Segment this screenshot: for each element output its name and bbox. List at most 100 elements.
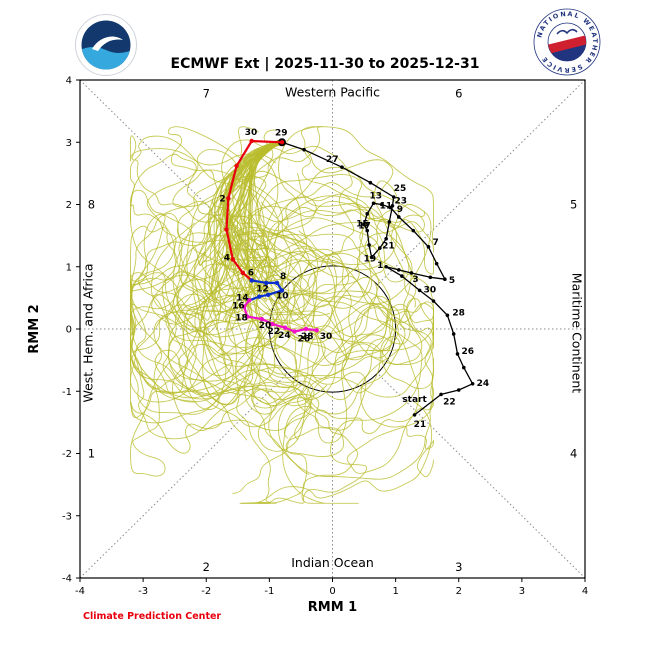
date-label: 18 [235,314,248,324]
date-label: 19 [364,254,377,264]
ensemble-member [130,140,358,504]
date-label: 10 [276,291,289,301]
observed-point [439,392,443,397]
date-label: 4 [224,253,230,263]
forecast-days-8-14-point [249,278,254,283]
observed-point [368,180,373,185]
date-label: 12 [256,285,269,295]
nws-logo-red-band [548,34,586,56]
observed-point [391,195,396,199]
forecast-days-1-7-point [234,163,239,169]
observed-point [456,388,461,392]
y-tick-label: -3 [62,511,72,522]
credit-text: Climate Prediction Center [83,611,222,622]
ensemble-member [180,143,432,366]
quadrant-label: Indian Ocean [291,555,374,570]
ensemble-member [186,140,315,441]
y-tick-label: 3 [66,138,72,149]
date-label: 9 [397,205,403,215]
ensemble-member [207,142,416,353]
observed-point [428,275,433,280]
observed-point [462,365,466,370]
ensemble-member [130,140,284,336]
x-tick-label: -1 [264,586,274,597]
forecast-days-15-31-point [246,298,252,303]
observed-point [362,222,366,227]
date-label: 24 [278,331,291,341]
observed-trajectory [278,138,475,417]
y-tick-label: -1 [62,387,72,398]
date-label: 22 [443,397,456,407]
date-label: 5 [449,276,455,286]
forecast-days-15-31-point [245,314,250,319]
noaa-logo-bird [92,36,123,51]
ensemble-member [220,143,434,475]
y-tick-label: 1 [66,262,72,273]
ensemble-member [218,126,350,401]
forecast-days-1-7-point [230,257,235,262]
forecast-days-15-31-point [303,326,309,332]
date-label: 17 [358,222,371,232]
date-label: 1 [377,261,383,271]
forecast-days-8-14-date-labels: 8 10 12 14 [236,272,288,303]
observed-point [378,246,382,250]
observed-point [417,288,422,293]
observed-point [367,243,371,247]
forecast-days-1-7-line [225,139,283,282]
x-tick-label: 4 [582,586,588,597]
ensemble-member [220,141,423,504]
x-tick-label: 2 [456,586,462,597]
noaa-logo [75,14,137,76]
date-label: 23 [394,197,407,207]
ensemble-member [131,142,306,441]
observed-point [365,228,370,233]
date-label: 13 [370,191,383,201]
observed-point [470,381,475,386]
phase-number: 5 [570,198,577,212]
annotation-start: start [402,395,427,405]
forecast-days-15-31-point [292,329,297,334]
phase-number: 6 [455,87,462,101]
forecast-days-1-7-point [240,270,246,276]
date-label: 26 [461,347,474,357]
ensemble-member [201,139,433,504]
forecast-days-1-7-point [279,140,285,145]
ensemble-member [178,142,392,361]
date-label: 25 [394,184,407,194]
ensemble-member [226,142,373,458]
phase-number: 3 [455,560,462,574]
observed-point [396,215,401,219]
ensemble-member [250,139,367,504]
y-axis-label: RMM 2 [27,304,42,353]
date-label: 6 [248,268,254,278]
ensemble-member [172,126,312,432]
ensemble-member [130,140,299,406]
forecast-days-8-14-point [265,292,271,297]
phase-number: 2 [203,560,210,574]
phase-number: 4 [570,447,577,461]
observed-point [387,220,392,224]
ensemble-member [176,141,425,321]
observed-point [396,268,401,272]
ensemble-member [227,143,434,401]
date-label: 3 [412,275,418,285]
date-label: 24 [477,379,490,389]
ensemble-member [130,142,311,410]
quadrant-label: West. Hem. and Africa [81,263,96,402]
observed-point [371,201,376,206]
date-label: 30 [245,128,258,138]
ensemble-member [246,141,434,480]
forecast-days-1-7-point [249,138,254,144]
forecast-days-15-31-point [314,328,319,333]
axis-ticks [76,79,586,582]
forecast-days-8-14-point [279,288,285,293]
forecast-days-15-31-point [241,304,247,309]
x-tick-label: 0 [329,586,335,597]
date-label: 21 [414,420,427,430]
date-label: 22 [268,327,281,337]
x-tick-label: -2 [201,586,211,597]
